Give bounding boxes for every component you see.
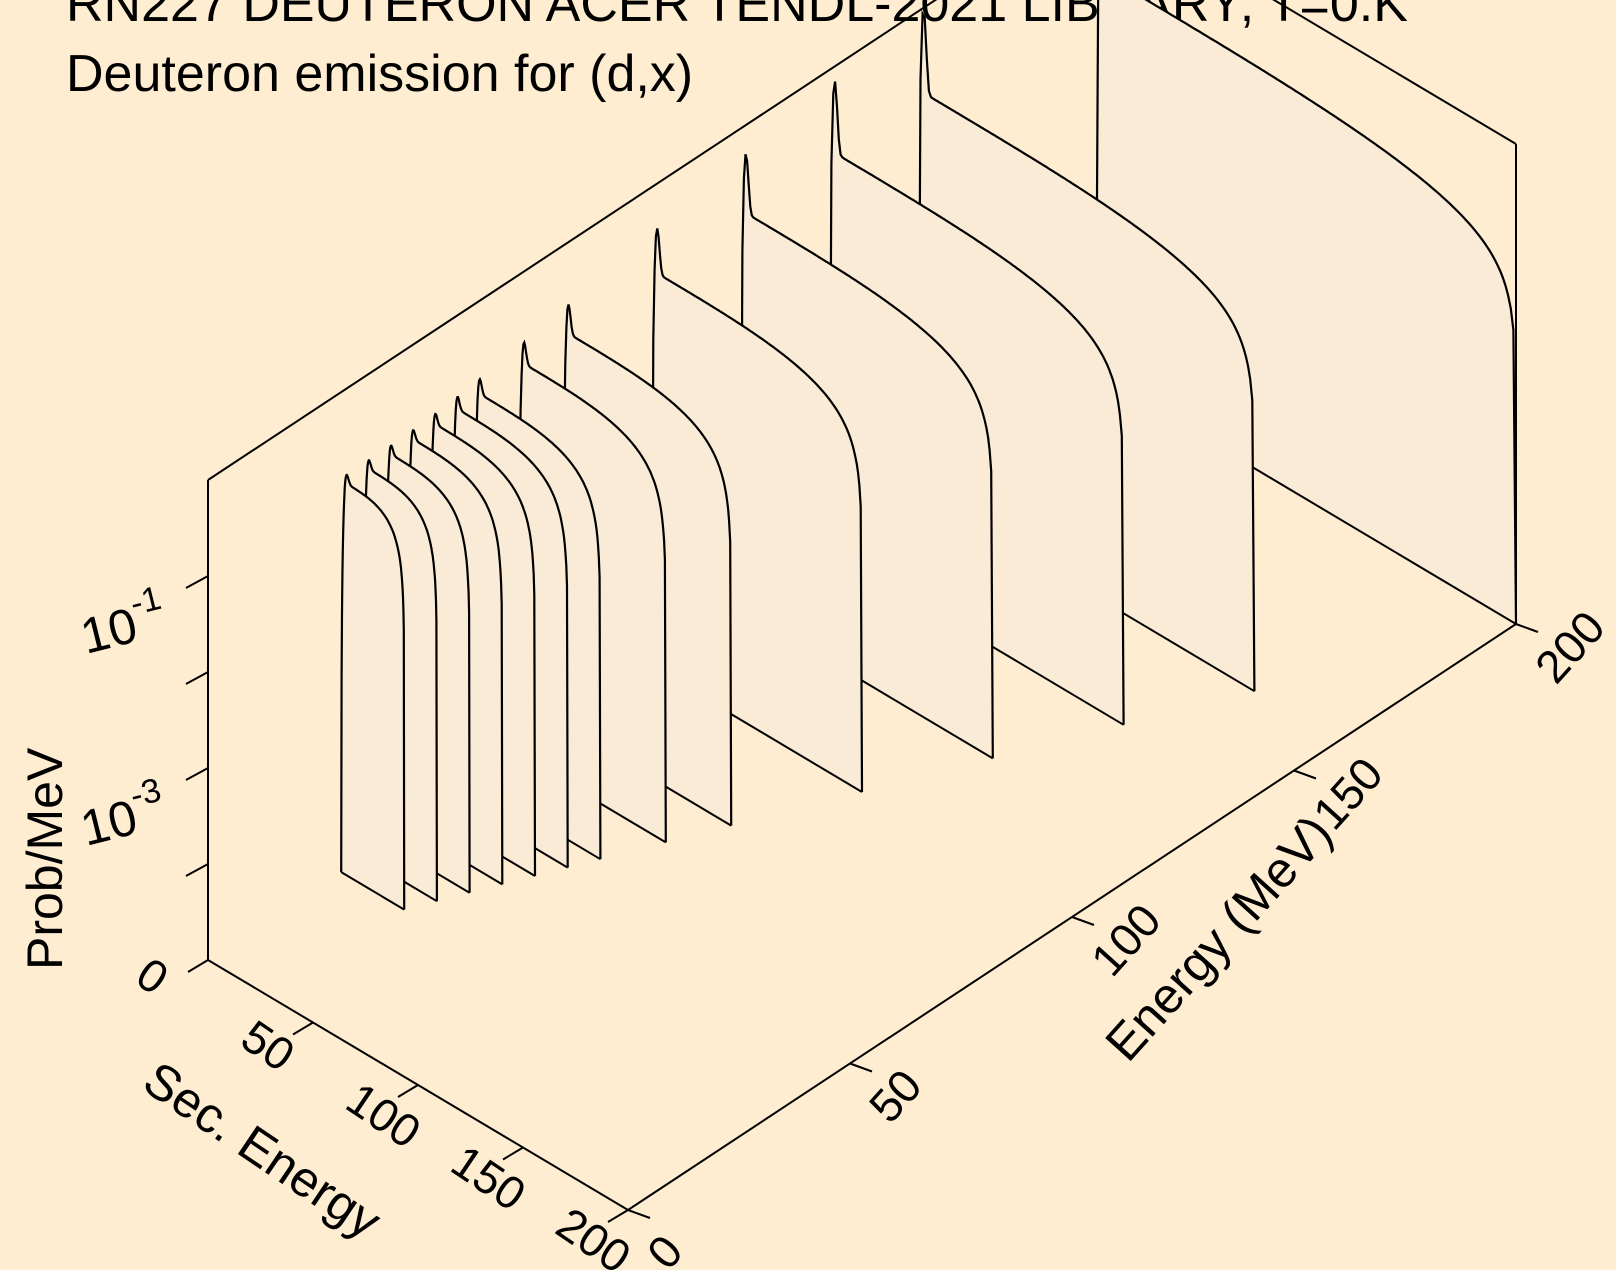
spectrum-curve [473,376,602,860]
x-tick [607,1209,629,1223]
spectrum-slices [340,0,1518,911]
back-top-edge [207,0,938,481]
z-tick [185,575,209,589]
z-minor-tick [185,671,209,685]
spectrum-curve [1094,0,1518,625]
spectrum-curve [451,395,569,868]
z-tick [185,767,209,781]
spectrum-fill [341,474,405,910]
x-tick [397,1084,419,1098]
y-tick [849,1062,873,1073]
x-tick-label: 50 [232,1010,304,1082]
x-tick [187,959,209,973]
z-minor-tick [185,863,209,877]
y-tick [1515,623,1539,633]
spectrum-slice [340,473,406,911]
y-tick [627,1209,651,1219]
chart-subtitle: Deuteron emission for (d,x) [66,45,694,103]
x-tick [292,1021,314,1036]
spectrum-curve [917,9,1256,692]
z-tick-exponent: -1 [126,579,165,623]
y-tick [1071,916,1095,926]
spectrum-curve [340,473,406,910]
spectrum-curve [739,153,994,759]
back-right-top-edge [1272,0,1517,145]
x-tick-label: 0 [127,947,177,1004]
z-tick-label: 10-3 [72,771,172,857]
spectrum-curve [562,304,733,826]
z-tick-exponent: -3 [126,771,165,815]
spectrum-curve [428,412,537,877]
z-tick-label: 10-1 [72,579,172,665]
spectrum-baseline [340,871,405,911]
y-tick [1293,769,1317,780]
z-axis-label: Prob/MeV [17,747,73,970]
spectrum-fill [1096,0,1516,624]
x-axis-label: Sec. Energy [134,1051,391,1250]
y-tick-label: 0 [637,1225,693,1270]
x-tick [502,1146,524,1161]
spectrum-curve [362,458,438,902]
spectrum-curve [517,339,667,843]
spectrum-curve [828,81,1125,725]
y-tick-label: 200 [1525,601,1615,693]
spectrum-curve [650,228,864,793]
spectrum-curve [406,428,504,885]
spectrum-curve [384,444,471,893]
